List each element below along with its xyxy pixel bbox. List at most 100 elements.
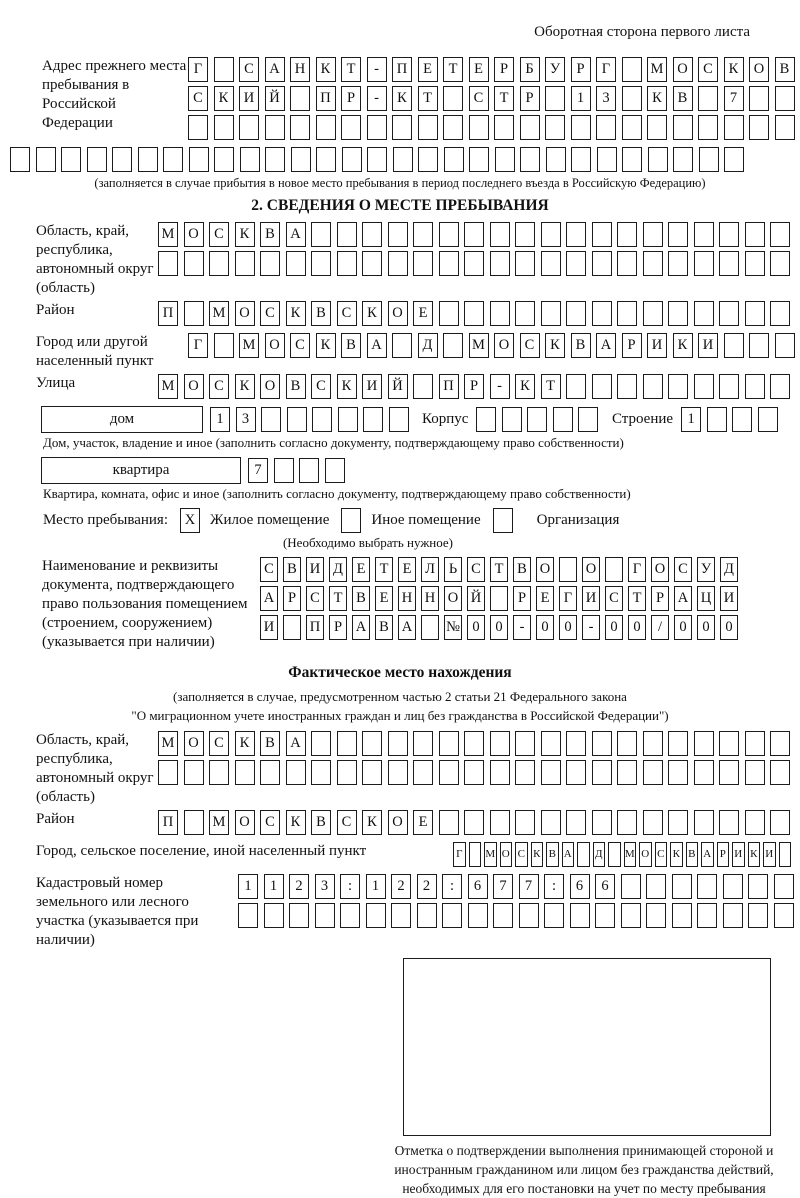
char-box[interactable]: С [260,301,280,326]
char-box[interactable]: К [234,374,255,399]
char-box[interactable] [719,760,739,785]
char-box[interactable] [289,903,309,928]
char-box[interactable] [596,115,616,140]
char-box[interactable]: К [234,731,255,756]
char-box[interactable] [540,760,561,785]
char-box[interactable]: Ц [697,586,715,611]
char-box[interactable]: В [352,586,370,611]
char-box[interactable]: С [260,810,280,835]
char-box[interactable] [540,731,561,756]
char-box[interactable]: А [366,333,387,358]
char-box[interactable]: О [387,810,408,835]
char-box[interactable]: Р [570,57,591,82]
char-box[interactable]: 0 [490,615,508,640]
char-box[interactable] [493,903,513,928]
char-box[interactable] [285,760,306,785]
char-box[interactable] [774,333,795,358]
char-box[interactable]: С [311,374,331,399]
char-box[interactable] [464,760,484,785]
char-box[interactable] [137,147,158,172]
char-box[interactable]: М [158,222,178,247]
char-box[interactable] [264,115,285,140]
char-box[interactable] [774,115,795,140]
char-box[interactable]: К [315,57,336,82]
char-box[interactable] [617,810,637,835]
char-box[interactable]: М [158,731,178,756]
char-box[interactable]: С [260,557,278,582]
char-box[interactable] [290,115,310,140]
char-box[interactable]: 0 [628,615,646,640]
char-box[interactable] [570,115,591,140]
char-box[interactable]: И [647,333,667,358]
char-box[interactable]: Р [716,842,729,867]
char-box[interactable]: : [544,874,564,899]
char-box[interactable] [213,115,234,140]
char-box[interactable]: П [392,57,412,82]
char-box[interactable]: : [340,874,360,899]
char-box[interactable] [312,407,332,432]
char-box[interactable] [442,903,462,928]
char-box[interactable]: 7 [493,874,513,899]
char-box[interactable]: Л [421,557,439,582]
char-box[interactable] [552,407,573,432]
char-box[interactable] [566,760,586,785]
char-box[interactable] [744,374,765,399]
char-box[interactable]: Н [421,586,439,611]
char-box[interactable] [290,86,310,111]
char-box[interactable]: Е [536,586,554,611]
char-box[interactable] [518,903,539,928]
char-box[interactable] [515,301,535,326]
char-box[interactable] [719,222,739,247]
char-box[interactable]: А [674,586,692,611]
char-box[interactable]: А [398,615,416,640]
char-box[interactable] [608,842,621,867]
char-box[interactable] [209,251,229,276]
char-box[interactable]: В [513,557,531,582]
char-box[interactable] [363,407,383,432]
char-box[interactable]: О [444,586,462,611]
char-box[interactable] [732,407,753,432]
char-box[interactable]: К [285,301,306,326]
char-box[interactable]: К [315,333,336,358]
char-box[interactable] [494,115,514,140]
char-box[interactable] [617,731,637,756]
char-box[interactable]: Т [375,557,393,582]
char-box[interactable] [577,842,590,867]
char-box[interactable] [693,222,714,247]
char-box[interactable]: - [366,86,387,111]
char-box[interactable] [770,251,790,276]
char-box[interactable] [341,115,361,140]
char-box[interactable] [388,407,409,432]
char-box[interactable] [476,407,497,432]
char-box[interactable]: О [749,57,769,82]
char-box[interactable] [642,222,663,247]
char-box[interactable]: 0 [674,615,692,640]
char-box[interactable] [774,86,795,111]
char-box[interactable]: Т [494,86,514,111]
char-box[interactable] [647,115,667,140]
char-box[interactable]: К [234,222,255,247]
char-box[interactable] [744,251,765,276]
char-box[interactable]: Е [413,810,433,835]
char-box[interactable]: Т [490,557,508,582]
char-box[interactable] [311,731,331,756]
char-box[interactable] [515,251,535,276]
char-box[interactable] [336,731,357,756]
char-box[interactable] [617,251,637,276]
char-box[interactable]: Е [413,301,433,326]
char-box[interactable] [693,301,714,326]
char-box[interactable]: П [158,810,178,835]
char-box[interactable] [443,86,463,111]
char-box[interactable] [744,810,765,835]
char-box[interactable] [672,115,693,140]
char-box[interactable]: 2 [391,874,411,899]
char-box[interactable] [188,147,209,172]
char-box[interactable] [158,760,178,785]
char-box[interactable]: М [209,301,229,326]
char-box[interactable]: В [283,557,301,582]
char-box[interactable]: К [213,86,234,111]
char-box[interactable] [438,731,459,756]
char-box[interactable] [722,903,743,928]
char-box[interactable]: С [654,842,667,867]
char-box[interactable] [605,557,623,582]
